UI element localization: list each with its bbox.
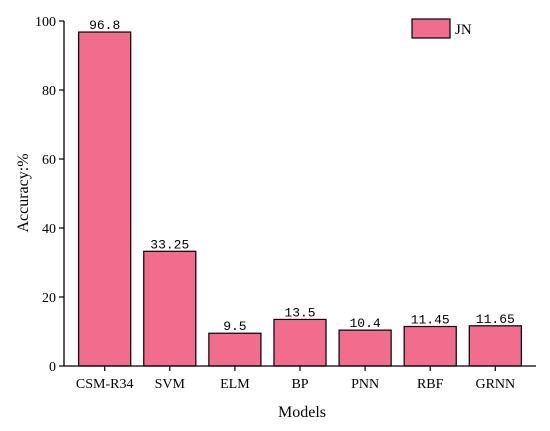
bar-svm xyxy=(143,250,197,367)
bar-rbf xyxy=(403,325,457,367)
x-tick-label-csm-r34: CSM-R34 xyxy=(76,377,134,392)
legend-label-jn: JN xyxy=(455,22,472,38)
data-label-bp: 13.5 xyxy=(284,305,315,320)
axes-group xyxy=(59,20,536,371)
x-axis-label: Models xyxy=(278,404,326,421)
bar-pnn xyxy=(338,329,392,367)
y-tick-label-60: 60 xyxy=(42,153,56,168)
data-label-csm-r34: 96.8 xyxy=(89,18,120,33)
x-tick-label-svm: SVM xyxy=(155,377,186,392)
y-tick-label-40: 40 xyxy=(42,222,56,237)
bar-csm-r34 xyxy=(78,31,132,367)
data-label-svm: 33.25 xyxy=(150,237,189,252)
y-axis-label: Accuracy:% xyxy=(15,153,32,232)
bars-group xyxy=(78,31,522,367)
x-tick-label-elm: ELM xyxy=(220,377,250,392)
data-labels-group: 96.8 33.25 9.5 13.5 10.4 11.45 11.65 xyxy=(89,18,515,334)
bar-elm xyxy=(208,332,262,367)
data-label-pnn: 10.4 xyxy=(349,316,380,331)
x-tick-label-grnn: GRNN xyxy=(475,377,515,392)
y-tick-label-0: 0 xyxy=(49,360,56,375)
y-tick-labels-group: 0 20 40 60 80 100 xyxy=(35,15,56,375)
legend-swatch-jn xyxy=(411,18,451,39)
legend: JN xyxy=(411,18,472,39)
data-label-grnn: 11.65 xyxy=(476,312,515,327)
x-tick-labels-group: CSM-R34 SVM ELM BP PNN RBF GRNN xyxy=(76,377,515,392)
data-label-elm: 9.5 xyxy=(223,319,246,334)
x-tick-label-rbf: RBF xyxy=(417,377,444,392)
y-tick-label-20: 20 xyxy=(42,291,56,306)
data-label-rbf: 11.45 xyxy=(411,312,450,327)
x-tick-label-pnn: PNN xyxy=(351,377,379,392)
x-tick-label-bp: BP xyxy=(291,377,308,392)
y-tick-label-80: 80 xyxy=(42,84,56,99)
y-tick-label-100: 100 xyxy=(35,15,56,30)
bar-bp xyxy=(273,318,327,367)
bar-grnn xyxy=(468,325,522,367)
